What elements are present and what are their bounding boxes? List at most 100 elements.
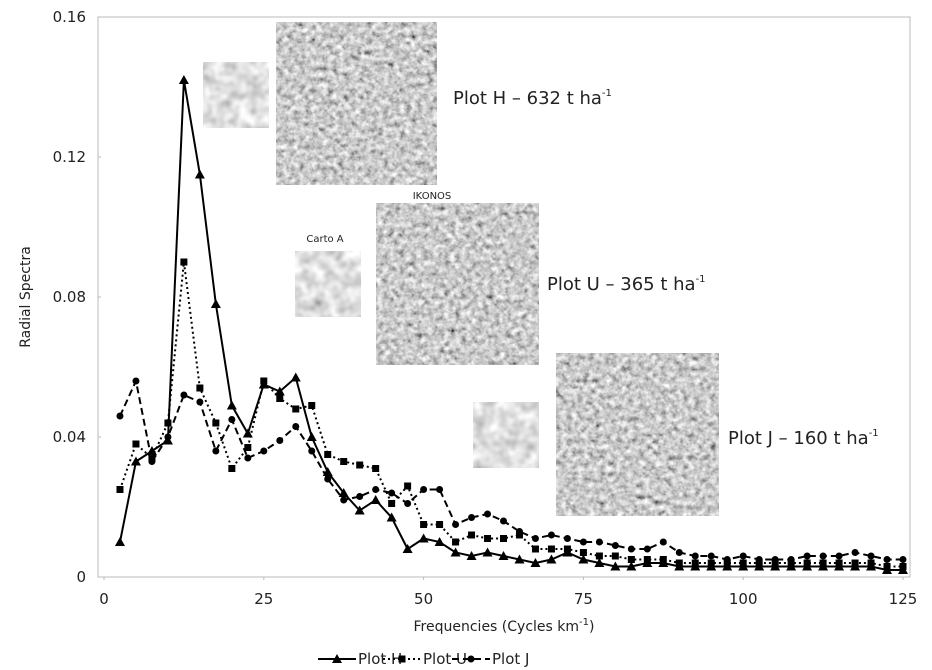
marker: [547, 545, 555, 553]
marker: [196, 384, 204, 392]
marker: [867, 559, 875, 567]
marker: [178, 75, 189, 84]
marker: [354, 505, 365, 515]
marker: [402, 544, 413, 553]
marker: [388, 500, 396, 507]
marker: [531, 545, 539, 553]
marker: [787, 556, 795, 563]
annotation: Plot U – 365 t ha-1: [547, 274, 706, 295]
marker: [579, 549, 587, 556]
marker: [659, 556, 667, 563]
marker: [276, 437, 284, 444]
marker: [883, 556, 891, 563]
marker: [579, 538, 587, 546]
marker: [500, 517, 507, 525]
marker: [274, 386, 285, 396]
y-tick-label: 0.04: [53, 428, 86, 446]
marker: [578, 554, 589, 564]
marker: [292, 423, 300, 430]
marker: [803, 559, 811, 567]
marker: [114, 537, 125, 546]
marker: [386, 512, 397, 522]
marker: [418, 533, 429, 543]
photo: [473, 402, 539, 468]
marker: [484, 535, 492, 542]
marker: [244, 454, 252, 462]
marker: [116, 486, 124, 493]
y-tick-label: 0.12: [53, 148, 86, 166]
marker: [851, 559, 859, 567]
marker: [116, 412, 124, 420]
photo: [295, 251, 361, 317]
marker: [739, 552, 747, 560]
marker: [306, 432, 317, 441]
legend-label: Plot H: [358, 650, 402, 668]
marker: [675, 559, 683, 567]
marker: [276, 395, 284, 402]
marker: [484, 510, 492, 518]
marker: [643, 545, 651, 553]
marker: [324, 475, 332, 483]
y-tick-label: 0.16: [53, 8, 86, 26]
marker: [626, 561, 637, 571]
marker: [196, 398, 204, 406]
marker: [531, 535, 539, 542]
marker: [611, 552, 619, 560]
x-tick-label: 100: [729, 590, 758, 608]
y-tick-label: 0.08: [53, 288, 86, 306]
marker: [370, 495, 381, 504]
marker: [194, 169, 205, 179]
marker: [835, 552, 843, 560]
marker: [290, 372, 301, 382]
legend-label: Plot U: [423, 650, 467, 668]
marker: [883, 563, 891, 570]
marker: [420, 486, 428, 493]
marker: [132, 440, 140, 448]
marker: [356, 493, 364, 500]
marker: [627, 545, 635, 553]
marker: [132, 377, 140, 385]
marker: [707, 559, 715, 567]
marker: [675, 549, 683, 556]
photo: [376, 203, 539, 365]
marker: [610, 561, 621, 571]
marker: [611, 542, 619, 549]
marker: [515, 528, 523, 535]
marker: [595, 552, 603, 560]
marker: [308, 447, 316, 455]
marker: [324, 451, 332, 458]
marker: [468, 531, 476, 539]
marker: [450, 547, 461, 557]
marker: [420, 521, 428, 528]
marker: [308, 402, 316, 409]
annotation: Plot J – 160 t ha-1: [728, 428, 879, 449]
marker: [436, 521, 444, 528]
marker: [739, 559, 747, 567]
marker: [482, 547, 493, 557]
marker: [851, 549, 859, 556]
marker: [755, 556, 763, 563]
photo: [276, 22, 437, 185]
marker: [627, 556, 635, 563]
marker: [210, 299, 221, 308]
marker: [340, 496, 348, 504]
marker: [659, 538, 667, 546]
annotation: Plot H – 632 t ha-1: [453, 88, 612, 109]
marker: [228, 416, 236, 423]
x-axis-label: Frequencies (Cycles km-1): [414, 617, 595, 635]
line: [119, 261, 903, 568]
marker: [498, 551, 509, 560]
marker: [332, 654, 342, 663]
marker: [803, 552, 811, 560]
marker: [819, 559, 827, 567]
marker: [434, 537, 445, 546]
marker: [899, 563, 907, 570]
marker: [835, 559, 843, 567]
annotation: IKONOS: [413, 191, 452, 202]
marker: [148, 458, 156, 465]
marker: [530, 558, 541, 567]
marker: [338, 488, 349, 497]
y-axis-label: Radial Spectra: [18, 246, 34, 348]
marker: [260, 447, 268, 455]
